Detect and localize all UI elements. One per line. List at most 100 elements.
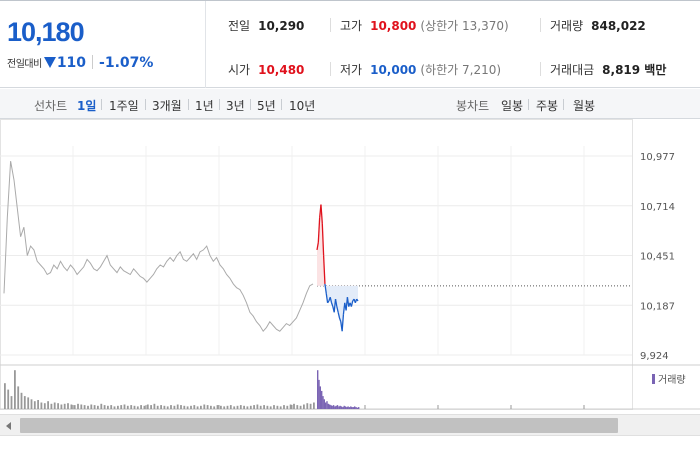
divider (330, 62, 331, 76)
stat-value: 10,480 (258, 63, 305, 77)
period-5y[interactable]: 5년 (257, 99, 276, 113)
divider (563, 99, 564, 110)
volume-bar-history (80, 404, 83, 409)
today-price-segment (346, 297, 350, 307)
volume-bar-history (143, 405, 146, 409)
volume-bar-history (200, 405, 202, 409)
volume-bar-history (183, 405, 186, 409)
volume-bar-today (327, 403, 329, 409)
volume-bar-today (330, 405, 332, 409)
volume-bar-history (226, 405, 229, 409)
today-price-segment (338, 317, 342, 322)
volume-bar-today (351, 407, 353, 409)
period-3y[interactable]: 3년 (226, 99, 245, 113)
volume-bar-history (83, 405, 86, 409)
volume-bar-history (60, 404, 63, 409)
y-tick-label: 10,187 (640, 301, 675, 312)
stat-label: 저가 (340, 63, 363, 77)
volume-bar-history (296, 405, 299, 409)
quote-header: 10,180 전일대비 110 -1.07% 전일 10,290 고가 10,800 (상… (0, 0, 700, 88)
change-row: 전일대비 110 -1.07% (7, 55, 153, 71)
volume-bar-history (73, 405, 76, 409)
today-price-segment (316, 242, 319, 251)
today-price-segment (350, 300, 354, 307)
volume-bar-history (90, 404, 93, 409)
today-price-segment (336, 306, 339, 313)
volume-bar-history (269, 406, 272, 409)
stat-value: 10,290 (258, 19, 305, 33)
divider (528, 99, 529, 110)
volume-bar-history (170, 405, 172, 409)
volume-bar-today (350, 406, 352, 409)
volume-bar-today (339, 405, 341, 409)
volume-bar-today (328, 404, 331, 409)
price-chart[interactable]: 10,977 10,714 10,451 10,187 9,924 거래량 (0, 119, 700, 414)
volume-bar-history (229, 405, 232, 409)
today-price-segment (324, 283, 327, 294)
volume-bar-history (14, 370, 16, 409)
today-price-segment (334, 298, 338, 307)
candle-weekly[interactable]: 주봉 (536, 99, 559, 113)
volume-bar-history (309, 403, 312, 409)
volume-bar-history (33, 401, 36, 409)
today-price-segment (321, 223, 325, 256)
period-1w[interactable]: 1주일 (109, 99, 139, 113)
volume-bar-history (23, 396, 26, 409)
y-tick-label: 10,977 (640, 152, 675, 163)
volume-bar-today (356, 407, 359, 409)
volume-bar-history (77, 403, 79, 409)
today-price-segment (341, 314, 345, 332)
volume-bar-history (236, 405, 239, 409)
period-1y[interactable]: 1년 (195, 99, 214, 113)
stat-extra: (상한가 13,370) (420, 19, 509, 33)
current-price: 10,180 (7, 17, 85, 47)
volume-bar-history (10, 396, 13, 409)
divider (219, 99, 220, 110)
today-price-segment (325, 293, 329, 303)
volume-bar-history (286, 405, 289, 409)
volume-bar-history (166, 406, 169, 409)
history-price-line (3, 161, 314, 333)
chart-scrollbar[interactable] (0, 414, 700, 436)
change-value: 110 (56, 55, 87, 71)
stat-amount: 거래대금 8,819 백만 (550, 61, 666, 78)
volume-bar-history (43, 403, 46, 409)
volume-bar-history (256, 404, 259, 409)
candle-monthly[interactable]: 월봉 (573, 99, 596, 113)
volume-bar-history (120, 405, 123, 409)
period-1d[interactable]: 1일 (77, 99, 97, 113)
volume-bar-today (326, 401, 328, 409)
volume-bar-history (107, 405, 109, 409)
stat-label: 거래량 (550, 19, 584, 33)
candle-daily[interactable]: 일봉 (501, 99, 524, 113)
volume-bar-history (186, 406, 189, 409)
period-3m[interactable]: 3개월 (152, 99, 182, 113)
volume-bar-history (289, 404, 292, 409)
volume-bar-today (343, 405, 345, 409)
volume-bar-history (140, 405, 142, 409)
volume-bar-history (87, 405, 89, 409)
volume-bar-history (306, 403, 309, 409)
stat-volume: 거래량 848,022 (550, 17, 646, 34)
volume-bar-history (249, 405, 252, 409)
stat-prev-close: 전일 10,290 (228, 17, 304, 34)
volume-bar-history (299, 405, 302, 409)
stat-value: 848,022 (591, 19, 646, 33)
volume-bar-history (70, 404, 73, 409)
volume-bar-today (355, 407, 357, 409)
scroll-left-arrow-icon[interactable] (2, 419, 16, 433)
volume-bar-history (206, 405, 209, 409)
volume-bar-today (331, 405, 333, 409)
volume-bar-history (53, 402, 56, 409)
today-price-segment (320, 204, 323, 224)
volume-bar-history (30, 399, 33, 409)
volume-bar-history (27, 397, 30, 409)
volume-bar-today (334, 406, 336, 409)
volume-bar-history (160, 405, 162, 409)
volume-bar-history (150, 405, 152, 409)
period-bar: 선차트 1일 1주일 3개월 1년 3년 5년 10년 봉차트 일봉 주봉 월봉 (0, 89, 700, 119)
scroll-thumb[interactable] (20, 418, 618, 433)
period-10y[interactable]: 10년 (289, 99, 316, 113)
volume-bar-history (220, 405, 222, 409)
volume-bar-history (190, 405, 192, 409)
